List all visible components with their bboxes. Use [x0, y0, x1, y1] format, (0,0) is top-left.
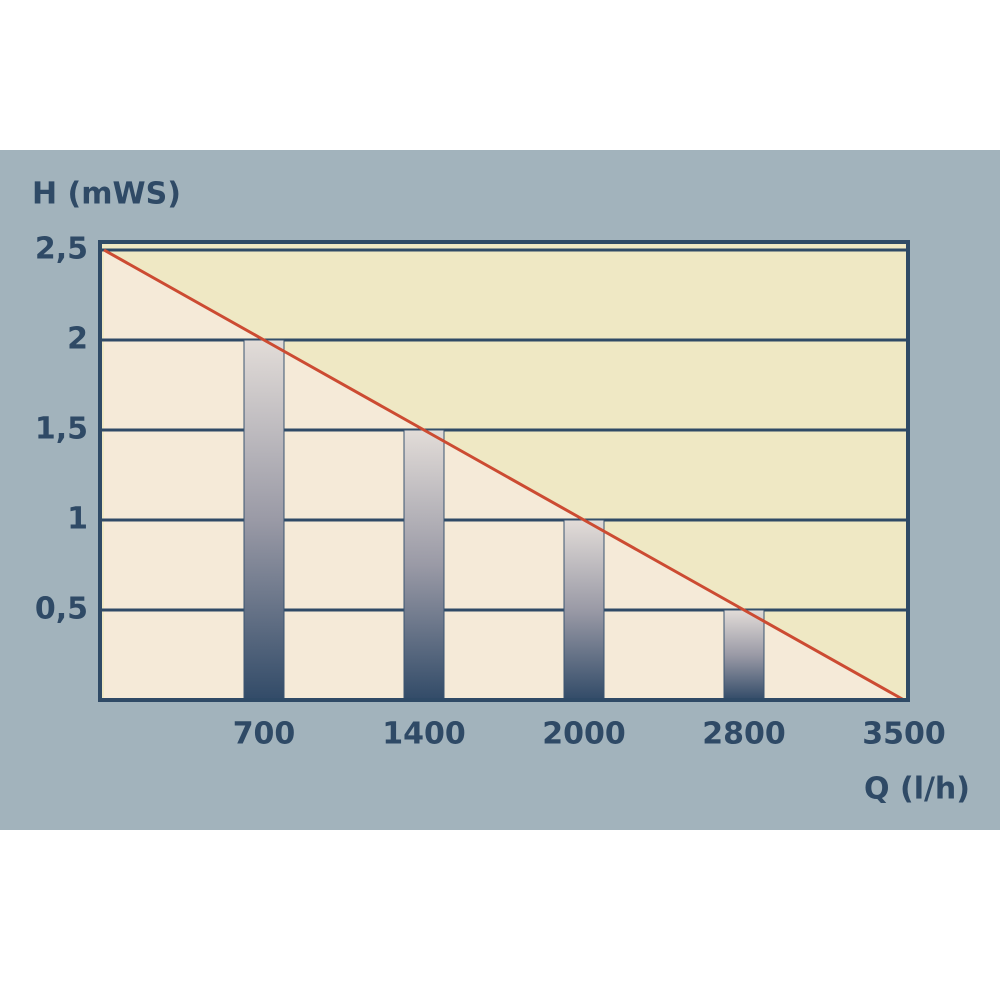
x-tick-label: 2800 [702, 717, 786, 752]
y-tick-label: 2 [67, 322, 88, 357]
y-tick-label: 2,5 [35, 232, 88, 267]
bar [563, 519, 605, 701]
y-axis-label: H (mWS) [32, 177, 181, 212]
x-tick-label: 700 [233, 717, 296, 752]
y-tick-label: 1,5 [35, 412, 88, 447]
bar [723, 609, 765, 701]
x-tick-label: 2000 [542, 717, 626, 752]
plot-border [98, 240, 910, 702]
line [103, 248, 905, 702]
x-tick-label: 3500 [862, 717, 946, 752]
y-tick-label: 1 [67, 502, 88, 537]
bar [243, 339, 285, 701]
bar [403, 429, 445, 701]
x-axis-label: Q (l/h) [864, 772, 970, 807]
x-tick-label: 1400 [382, 717, 466, 752]
plot-layer [100, 248, 908, 702]
y-tick-label: 0,5 [35, 592, 88, 627]
